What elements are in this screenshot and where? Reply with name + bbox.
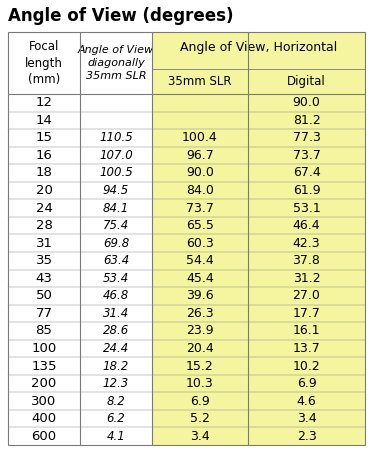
Text: 35mm SLR: 35mm SLR <box>168 75 232 88</box>
Text: 60.3: 60.3 <box>186 237 214 250</box>
Text: 17.7: 17.7 <box>292 307 320 320</box>
Text: 73.7: 73.7 <box>292 149 320 162</box>
Text: 6.2: 6.2 <box>107 412 125 425</box>
Text: 600: 600 <box>31 430 57 443</box>
Text: 5.2: 5.2 <box>190 412 210 425</box>
Text: Digital: Digital <box>287 75 326 88</box>
Text: 14: 14 <box>35 114 53 127</box>
Text: 28: 28 <box>35 219 53 232</box>
Text: 12: 12 <box>35 96 53 109</box>
Text: 24.4: 24.4 <box>103 342 129 355</box>
Text: 31.2: 31.2 <box>293 272 320 285</box>
Text: 46.8: 46.8 <box>103 289 129 302</box>
Text: 61.9: 61.9 <box>293 184 320 197</box>
Text: 20: 20 <box>35 184 53 197</box>
Text: 45.4: 45.4 <box>186 272 214 285</box>
Text: 42.3: 42.3 <box>293 237 320 250</box>
Text: 18: 18 <box>35 166 53 180</box>
Text: 107.0: 107.0 <box>99 149 133 162</box>
Text: 54.4: 54.4 <box>186 254 214 267</box>
Bar <box>152 32 365 445</box>
Text: 100.5: 100.5 <box>99 166 133 180</box>
Text: 4.1: 4.1 <box>107 430 125 443</box>
Text: 10.2: 10.2 <box>293 360 320 373</box>
Text: 200: 200 <box>31 377 57 390</box>
Text: 75.4: 75.4 <box>103 219 129 232</box>
Text: 73.7: 73.7 <box>186 202 214 215</box>
Text: 67.4: 67.4 <box>293 166 320 180</box>
Text: 4.6: 4.6 <box>297 395 316 408</box>
Text: 16.1: 16.1 <box>293 324 320 338</box>
Text: 100.4: 100.4 <box>182 131 218 144</box>
Text: 16: 16 <box>35 149 53 162</box>
Text: 90.0: 90.0 <box>186 166 214 180</box>
Text: 53.1: 53.1 <box>293 202 320 215</box>
Text: 13.7: 13.7 <box>293 342 320 355</box>
Text: Angle of View
diagonally
35mm SLR: Angle of View diagonally 35mm SLR <box>78 45 154 81</box>
Text: 18.2: 18.2 <box>103 360 129 373</box>
Text: 110.5: 110.5 <box>99 131 133 144</box>
Text: 31.4: 31.4 <box>103 307 129 320</box>
Text: 85: 85 <box>35 324 53 338</box>
Text: 100: 100 <box>31 342 57 355</box>
Text: 400: 400 <box>31 412 57 425</box>
Text: 84.1: 84.1 <box>103 202 129 215</box>
Text: 63.4: 63.4 <box>103 254 129 267</box>
Text: 28.6: 28.6 <box>103 324 129 338</box>
Text: 10.3: 10.3 <box>186 377 214 390</box>
Text: 2.3: 2.3 <box>297 430 316 443</box>
Text: Angle of View, Horizontal: Angle of View, Horizontal <box>180 41 337 54</box>
Text: 69.8: 69.8 <box>103 237 129 250</box>
Text: 46.4: 46.4 <box>293 219 320 232</box>
Text: 43: 43 <box>35 272 53 285</box>
Text: 96.7: 96.7 <box>186 149 214 162</box>
Text: Angle of View (degrees): Angle of View (degrees) <box>8 7 233 25</box>
Text: 12.3: 12.3 <box>103 377 129 390</box>
Text: 3.4: 3.4 <box>297 412 316 425</box>
Text: 15.2: 15.2 <box>186 360 214 373</box>
Text: 39.6: 39.6 <box>186 289 214 302</box>
Text: 77.3: 77.3 <box>292 131 320 144</box>
Text: Focal
length
(mm): Focal length (mm) <box>25 40 63 86</box>
Text: 94.5: 94.5 <box>103 184 129 197</box>
Text: 81.2: 81.2 <box>293 114 320 127</box>
Text: 35: 35 <box>35 254 53 267</box>
Text: 53.4: 53.4 <box>103 272 129 285</box>
Text: 6.9: 6.9 <box>297 377 316 390</box>
Text: 27.0: 27.0 <box>292 289 320 302</box>
Text: 23.9: 23.9 <box>186 324 214 338</box>
Text: 90.0: 90.0 <box>292 96 320 109</box>
Text: 65.5: 65.5 <box>186 219 214 232</box>
Text: 31: 31 <box>35 237 53 250</box>
Text: 84.0: 84.0 <box>186 184 214 197</box>
Text: 300: 300 <box>31 395 57 408</box>
Text: 26.3: 26.3 <box>186 307 214 320</box>
Text: 135: 135 <box>31 360 57 373</box>
Text: 24: 24 <box>35 202 53 215</box>
Text: 15: 15 <box>35 131 53 144</box>
Text: 77: 77 <box>35 307 53 320</box>
Text: 6.9: 6.9 <box>190 395 210 408</box>
Text: 20.4: 20.4 <box>186 342 214 355</box>
Text: 50: 50 <box>35 289 53 302</box>
Text: 37.8: 37.8 <box>292 254 320 267</box>
Text: 8.2: 8.2 <box>107 395 125 408</box>
Text: 3.4: 3.4 <box>190 430 210 443</box>
